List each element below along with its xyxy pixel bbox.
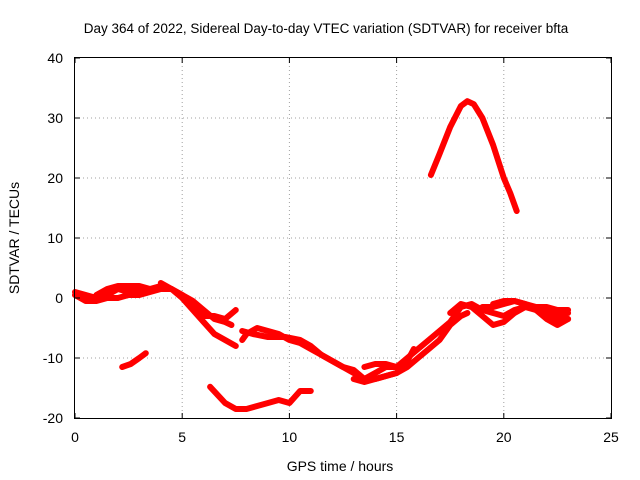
x-tick-label: 15	[389, 429, 405, 445]
series-track-12	[447, 301, 572, 328]
x-tick-label: 10	[282, 429, 298, 445]
x-tick-label: 5	[178, 429, 186, 445]
series-track-9	[350, 364, 406, 385]
y-tick-label: 40	[47, 50, 63, 66]
series-track-4	[157, 280, 235, 328]
y-tick-label: 10	[47, 230, 63, 246]
y-tick-label: 0	[55, 290, 63, 306]
series-layer	[72, 98, 572, 412]
y-tick-label: 20	[47, 170, 63, 186]
y-tick-label: -20	[43, 410, 63, 426]
x-axis-label: GPS time / hours	[287, 458, 394, 474]
x-tick-label: 25	[603, 429, 619, 445]
y-tick-label: -10	[43, 350, 63, 366]
chart-title: Day 364 of 2022, Sidereal Day-to-day VTE…	[84, 21, 569, 36]
plot-frame	[74, 57, 612, 419]
series-track-14	[490, 298, 572, 313]
y-axis-label: SDTVAR / TECUs	[6, 182, 22, 294]
series-track-6	[207, 383, 314, 412]
grid	[75, 58, 611, 418]
axes: 0 5 10 15 20 25 -20 -10 0 10 20 30 40	[43, 50, 619, 445]
series-track-10	[361, 346, 417, 370]
x-tick-label: 20	[496, 429, 512, 445]
series-track-2	[72, 286, 164, 304]
x-tick-label: 0	[71, 429, 79, 445]
y-tick-label: 30	[47, 110, 63, 126]
series-track-5	[119, 350, 149, 370]
series-track-11	[427, 98, 520, 214]
